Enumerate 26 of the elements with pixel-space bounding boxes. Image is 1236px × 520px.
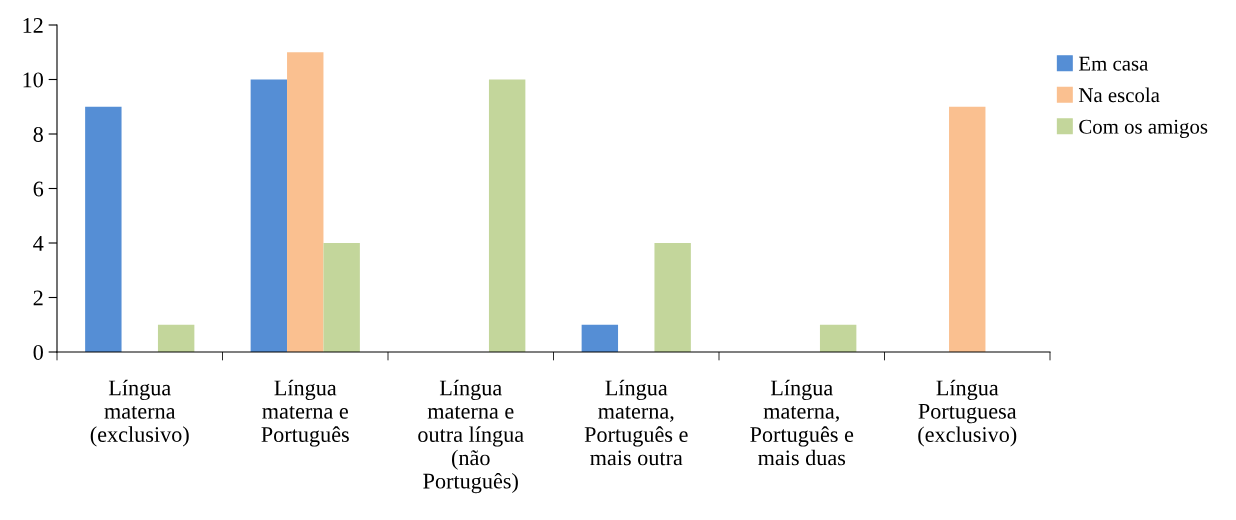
bar [157,324,195,352]
x-tick-label: Língua materna e Português [261,379,349,447]
y-tick-label: 8 [33,126,43,142]
bar [654,243,691,352]
bar [250,79,288,352]
bar [323,243,360,352]
legend-label: Em casa [1078,56,1149,71]
x-tick-label: Língua Portuguesa (exclusivo) [918,379,1017,447]
bar [581,324,619,352]
x-tick-label: Língua materna (exclusivo) [90,379,189,447]
y-tick-label: 2 [33,290,43,306]
bar [85,106,122,352]
bar [819,324,857,352]
y-tick-label: 12 [23,17,43,33]
y-tick-label: 0 [33,344,43,360]
y-tick-label: 10 [23,72,43,88]
y-tick-label: 4 [33,236,44,251]
x-tick-label: Língua materna, Português e mais duas [750,379,854,466]
bar [949,106,986,352]
bar [287,52,324,352]
bar [488,79,526,352]
legend-label: Na escola [1078,87,1160,103]
y-tick-label: 6 [33,181,44,197]
x-tick-label: Língua materna, Português e mais outra [584,379,688,466]
legend-label: Com os amigos [1079,119,1208,138]
x-tick-label: Língua materna e outra língua (não Português) [418,379,524,494]
